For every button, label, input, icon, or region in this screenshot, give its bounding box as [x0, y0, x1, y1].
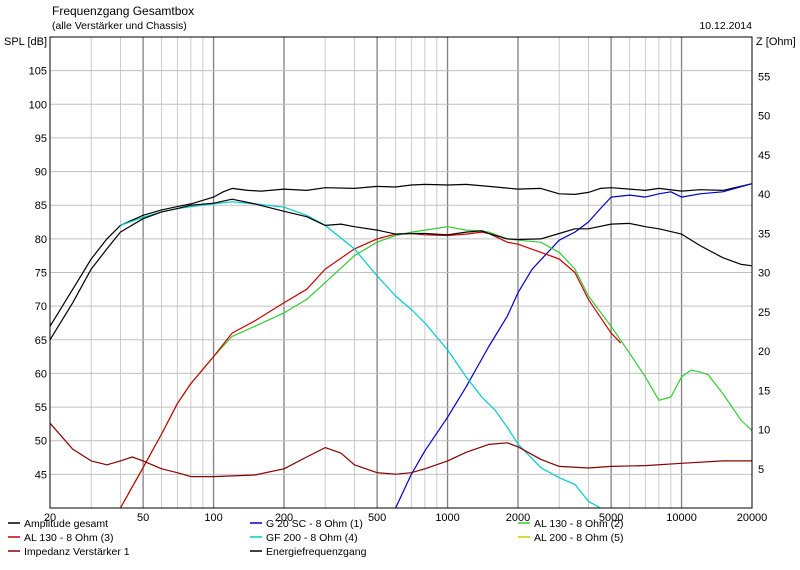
legend: Amplitude gesamt G 20 SC - 8 Ohm (1) AL 13…: [8, 518, 623, 558]
legend-label: AL 130 - 8 Ohm (2): [534, 518, 623, 530]
y2-tick-label: 40: [758, 189, 770, 201]
series-lines: [49, 183, 753, 509]
y-tick-label: 90: [35, 167, 47, 179]
x-tick-label: 100: [204, 512, 222, 524]
y-tick-label: 70: [35, 301, 47, 313]
chart-date: 10.12.2014: [699, 20, 752, 32]
y2-tick-label: 10: [758, 425, 770, 437]
y2-tick-label: 45: [758, 150, 770, 162]
y-tick-label: 55: [35, 402, 47, 414]
y2-tick-label: 55: [758, 71, 770, 83]
legend-label: Amplitude gesamt: [24, 518, 108, 530]
series-line: [49, 198, 753, 341]
y2-tick-label: 15: [758, 385, 770, 397]
y-tick-label: 50: [35, 436, 47, 448]
series-line: [395, 183, 753, 509]
y2-tick-label: 30: [758, 268, 770, 280]
y-tick-label: 80: [35, 234, 47, 246]
y2-tick-label: 50: [758, 111, 770, 123]
chart-subtitle: (alle Verstärker und Chassis): [52, 20, 187, 32]
x-tick-label: 1000: [435, 512, 459, 524]
grid: [50, 37, 752, 508]
legend-label: Impedanz Verstärker 1: [24, 546, 130, 558]
series-line: [119, 231, 622, 509]
y-tick-label: 60: [35, 368, 47, 380]
series-line: [49, 422, 752, 478]
y-tick-label: 65: [35, 335, 47, 347]
y2-axis-label: Z [Ohm]: [756, 36, 796, 48]
y-tick-label: 105: [29, 66, 47, 78]
y-tick-label: 100: [29, 99, 47, 111]
x-tick-label: 20: [44, 512, 56, 524]
legend-label: Energiefrequenzgang: [266, 546, 367, 558]
y2-tick-label: 35: [758, 228, 770, 240]
y-tick-label: 95: [35, 133, 47, 145]
x-tick-label: 50: [137, 512, 149, 524]
legend-label: AL 200 - 8 Ohm (5): [534, 532, 623, 544]
y-axis-label: SPL [dB]: [4, 36, 47, 48]
series-line: [119, 226, 753, 509]
legend-label: GF 200 - 8 Ohm (4): [266, 532, 358, 544]
y2-tick-label: 25: [758, 307, 770, 319]
chart-title: Frequenzgang Gesamtbox: [52, 4, 194, 18]
plot-frame: [49, 36, 753, 509]
x-tick-label: 10000: [666, 512, 697, 524]
axis-ticks: 20 50 100 200 500 1000 2000 5000 10000 20000 45 50 5…: [29, 66, 771, 524]
legend-label: AL 130 - 8 Ohm (3): [24, 532, 113, 544]
x-tick-label: 200: [275, 512, 293, 524]
x-tick-label: 500: [368, 512, 386, 524]
x-tick-label: 2000: [506, 512, 530, 524]
y2-tick-label: 5: [758, 464, 764, 476]
y-tick-label: 45: [35, 469, 47, 481]
y2-tick-label: 20: [758, 346, 770, 358]
x-tick-label: 20000: [737, 512, 768, 524]
y-tick-label: 85: [35, 200, 47, 212]
series-line: [49, 183, 753, 327]
y-tick-label: 75: [35, 268, 47, 280]
legend-label: G 20 SC - 8 Ohm (1): [266, 518, 363, 530]
series-line: [120, 201, 601, 509]
x-tick-label: 5000: [599, 512, 623, 524]
